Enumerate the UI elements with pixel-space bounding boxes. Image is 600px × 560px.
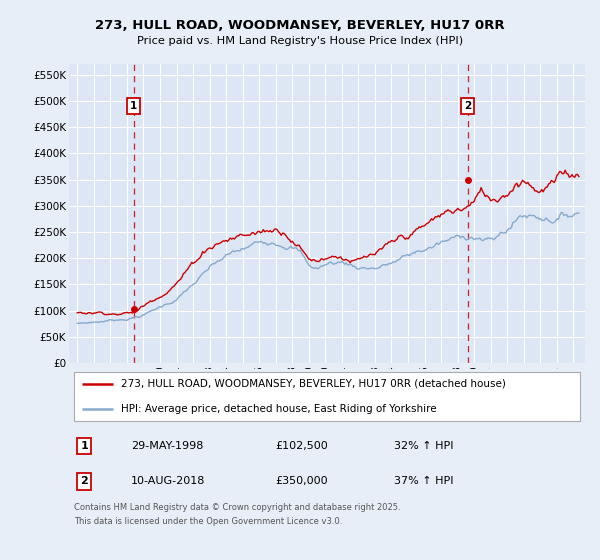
Text: HPI: Average price, detached house, East Riding of Yorkshire: HPI: Average price, detached house, East… <box>121 404 436 414</box>
Text: Price paid vs. HM Land Registry's House Price Index (HPI): Price paid vs. HM Land Registry's House … <box>137 36 463 46</box>
FancyBboxPatch shape <box>74 372 580 422</box>
Text: 10-AUG-2018: 10-AUG-2018 <box>131 477 205 487</box>
Text: 37% ↑ HPI: 37% ↑ HPI <box>394 477 454 487</box>
Text: 273, HULL ROAD, WOODMANSEY, BEVERLEY, HU17 0RR (detached house): 273, HULL ROAD, WOODMANSEY, BEVERLEY, HU… <box>121 379 505 389</box>
Text: 29-MAY-1998: 29-MAY-1998 <box>131 441 203 451</box>
Text: This data is licensed under the Open Government Licence v3.0.: This data is licensed under the Open Gov… <box>74 517 343 526</box>
Text: 2: 2 <box>464 101 472 111</box>
Text: Contains HM Land Registry data © Crown copyright and database right 2025.: Contains HM Land Registry data © Crown c… <box>74 503 401 512</box>
Text: 273, HULL ROAD, WOODMANSEY, BEVERLEY, HU17 0RR: 273, HULL ROAD, WOODMANSEY, BEVERLEY, HU… <box>95 18 505 32</box>
Text: £102,500: £102,500 <box>275 441 328 451</box>
Text: £350,000: £350,000 <box>275 477 328 487</box>
Text: 32% ↑ HPI: 32% ↑ HPI <box>394 441 454 451</box>
Text: 1: 1 <box>80 441 88 451</box>
Text: 1: 1 <box>130 101 137 111</box>
Text: 2: 2 <box>80 477 88 487</box>
